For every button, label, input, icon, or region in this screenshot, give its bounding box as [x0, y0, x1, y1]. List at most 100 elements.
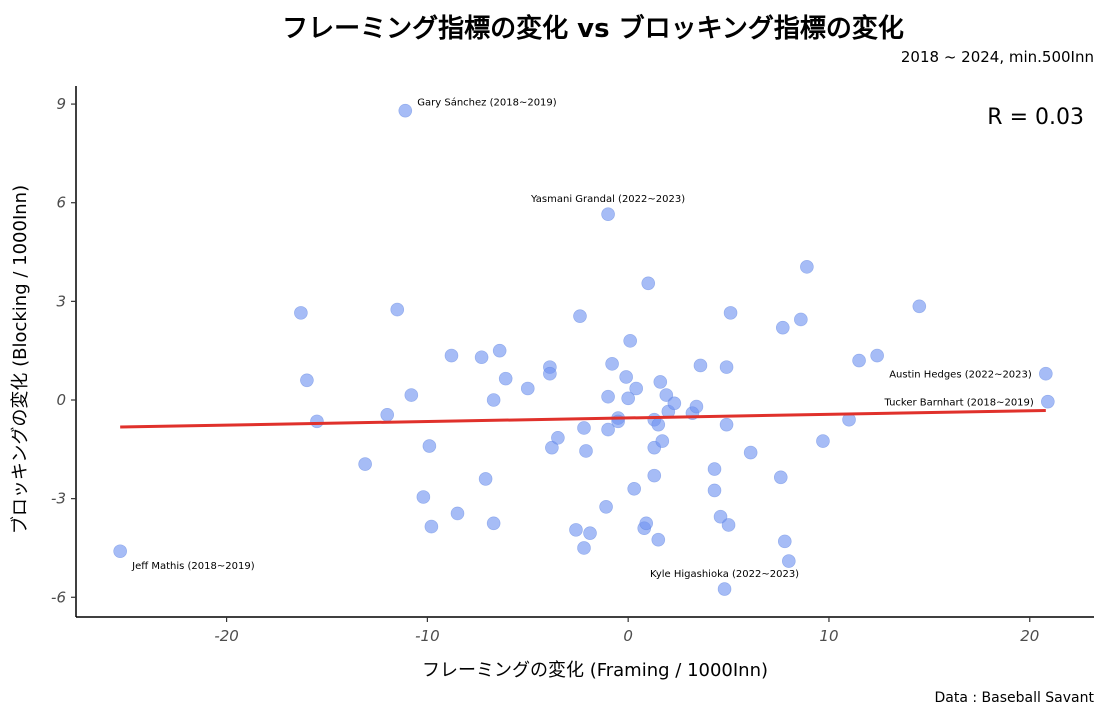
point-label: Tucker Barnhart (2018~2019) — [883, 398, 1033, 409]
data-point — [619, 370, 633, 384]
data-point — [912, 299, 927, 314]
data-point — [1039, 366, 1053, 381]
data-point — [723, 306, 738, 320]
data-point — [852, 353, 866, 368]
data-point — [577, 421, 591, 435]
chart-caption: Data : Baseball Savant — [934, 690, 1094, 706]
data-point — [444, 348, 459, 363]
data-point — [719, 417, 734, 432]
data-point — [719, 360, 734, 374]
data-point — [647, 468, 662, 483]
data-point — [583, 526, 597, 540]
data-point — [599, 500, 613, 514]
y-axis-title: ブロッキングの変化 (Blocking / 1000Inn) — [9, 185, 31, 534]
x-tick-label: 10 — [819, 627, 838, 645]
regression-line — [120, 409, 1046, 429]
correlation-annotation: R = 0.03 — [987, 105, 1084, 130]
data-point — [416, 490, 431, 504]
data-point — [743, 445, 758, 460]
point-label: Kyle Higashioka (2022~2023) — [650, 569, 799, 580]
data-point — [358, 457, 372, 471]
data-point — [713, 509, 728, 524]
data-point — [450, 506, 465, 521]
data-point — [621, 391, 635, 406]
data-point — [573, 309, 587, 323]
data-point — [707, 462, 722, 476]
data-point — [601, 207, 615, 222]
data-point — [1041, 394, 1055, 409]
y-tick-label: 3 — [56, 292, 66, 310]
data-point — [659, 388, 674, 402]
data-point — [474, 350, 489, 365]
data-point — [775, 320, 790, 335]
data-point — [627, 481, 641, 496]
data-point — [782, 554, 796, 568]
x-axis-title: フレーミングの変化 (Framing / 1000Inn) — [422, 660, 768, 681]
data-point — [794, 312, 808, 327]
data-point — [545, 440, 559, 455]
data-point — [478, 472, 493, 486]
y-axis-ticks: -6 -3 0 3 6 9 — [51, 95, 76, 606]
data-point — [492, 343, 507, 358]
point-label: Yasmani Grandal (2022~2023) — [530, 194, 685, 205]
data-point — [870, 348, 884, 363]
data-point — [569, 523, 583, 537]
data-point — [520, 381, 535, 396]
data-point — [773, 470, 788, 485]
data-point — [707, 483, 722, 498]
y-tick-label: -6 — [51, 588, 66, 606]
data-point — [486, 516, 501, 531]
data-point — [294, 306, 308, 320]
data-point — [422, 439, 437, 453]
data-point — [717, 582, 732, 596]
data-point — [601, 389, 615, 404]
data-point — [543, 366, 557, 381]
data-point — [777, 534, 792, 549]
x-tick-label: 20 — [1020, 627, 1039, 645]
data-point — [577, 541, 591, 555]
data-point — [641, 276, 656, 291]
x-tick-label: -10 — [415, 627, 440, 645]
data-point — [651, 532, 666, 547]
x-axis-ticks: -20 -10 0 10 20 — [214, 617, 1039, 645]
data-point — [689, 399, 704, 414]
data-point — [498, 371, 513, 386]
data-point — [424, 519, 439, 534]
data-point — [310, 414, 324, 429]
data-point — [651, 417, 666, 432]
data-point — [601, 422, 615, 437]
x-tick-label: -20 — [214, 627, 239, 645]
data-point — [404, 388, 419, 402]
data-point — [113, 544, 127, 559]
data-point — [486, 393, 501, 407]
data-point — [579, 444, 593, 458]
chart-subtitle: 2018 ~ 2024, min.500Inn — [900, 48, 1094, 66]
data-point — [800, 260, 814, 274]
data-point — [398, 103, 413, 118]
data-point — [629, 381, 644, 396]
y-tick-label: 0 — [56, 391, 66, 409]
x-tick-label: 0 — [623, 627, 633, 645]
point-label: Jeff Mathis (2018~2019) — [131, 561, 255, 572]
data-point — [380, 407, 395, 422]
point-label: Gary Sánchez (2018~2019) — [417, 97, 556, 109]
data-point — [667, 396, 682, 411]
y-tick-label: -3 — [51, 490, 66, 508]
data-point — [816, 434, 830, 448]
data-point — [300, 373, 314, 388]
data-point — [390, 302, 405, 317]
data-point — [639, 516, 654, 531]
data-point — [721, 518, 736, 532]
data-point — [653, 375, 668, 389]
data-point — [623, 334, 637, 348]
y-tick-label: 9 — [56, 95, 66, 113]
plot-marks: Jeff Mathis (2018~2019) Gary Sánchez (201… — [113, 97, 1055, 596]
y-tick-label: 6 — [56, 194, 66, 212]
data-point — [551, 431, 565, 445]
point-label: Austin Hedges (2022~2023) — [889, 370, 1032, 381]
data-point — [605, 357, 619, 371]
data-point — [655, 434, 670, 448]
chart-title: フレーミング指標の変化 vs ブロッキング指標の変化 — [282, 14, 904, 44]
data-point — [693, 358, 708, 373]
